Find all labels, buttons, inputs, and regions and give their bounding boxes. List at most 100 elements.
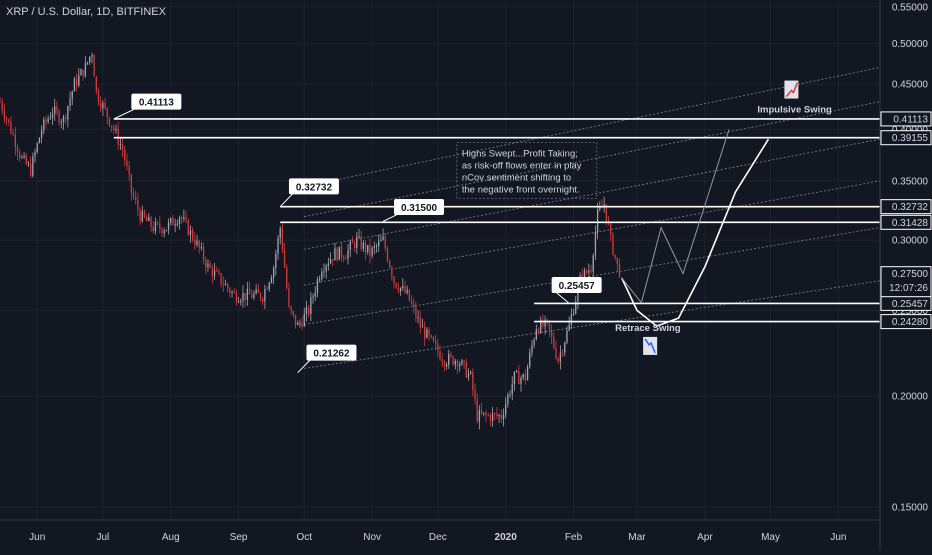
candle-body bbox=[75, 78, 78, 86]
candle-body bbox=[132, 192, 135, 197]
candle-body bbox=[67, 106, 69, 120]
candle-body bbox=[10, 121, 12, 134]
candle-body bbox=[325, 265, 327, 272]
candle-body bbox=[480, 410, 483, 414]
candle-body bbox=[121, 144, 124, 150]
x-tick-label: Dec bbox=[429, 532, 447, 543]
callout-box[interactable] bbox=[131, 93, 182, 110]
candle-body bbox=[603, 204, 605, 208]
callout-label: 0.32732 bbox=[296, 182, 333, 193]
level-price-tag[interactable] bbox=[880, 199, 932, 215]
callout-label: 0.31500 bbox=[401, 203, 438, 214]
candle-body bbox=[388, 260, 391, 268]
candle-body bbox=[505, 404, 507, 415]
candle-body bbox=[441, 359, 443, 362]
candle-body bbox=[229, 288, 231, 293]
candle-body bbox=[205, 259, 207, 268]
candle-body bbox=[202, 247, 205, 260]
candle-body bbox=[110, 125, 113, 128]
channel-line bbox=[304, 138, 881, 250]
candle-body bbox=[406, 289, 408, 293]
candle-body bbox=[73, 78, 76, 92]
candle-body bbox=[321, 272, 323, 280]
candle-body bbox=[95, 76, 97, 92]
candle-body bbox=[286, 267, 288, 288]
level-price-tag[interactable] bbox=[880, 130, 932, 146]
candle-body bbox=[364, 242, 367, 253]
candle-body bbox=[196, 240, 198, 245]
callout-box[interactable] bbox=[306, 344, 357, 361]
candle-body bbox=[292, 311, 294, 315]
candle-body bbox=[128, 166, 130, 175]
candle-body bbox=[526, 366, 529, 381]
callout-box[interactable] bbox=[551, 277, 602, 294]
candle-body bbox=[183, 217, 185, 219]
candle-body bbox=[399, 287, 402, 292]
candle-body bbox=[126, 160, 128, 167]
level-price-tag[interactable] bbox=[880, 314, 932, 330]
callout-box[interactable] bbox=[394, 199, 445, 216]
candle-body bbox=[323, 271, 325, 273]
y-tick-label: 0.45000 bbox=[892, 80, 929, 91]
candle-body bbox=[373, 246, 375, 248]
candle-body bbox=[253, 293, 255, 298]
retrace-swing-label: Retrace Swing bbox=[615, 323, 681, 334]
candle-body bbox=[524, 374, 527, 381]
candle-body bbox=[270, 277, 273, 283]
candle-body bbox=[305, 307, 308, 314]
candle-body bbox=[443, 361, 446, 367]
candle-body bbox=[599, 207, 601, 210]
candle-body bbox=[408, 289, 411, 301]
candle-body bbox=[38, 137, 41, 144]
candle-body bbox=[614, 254, 616, 258]
candle-body bbox=[176, 223, 178, 225]
candle-body bbox=[559, 352, 562, 362]
callout-box[interactable] bbox=[288, 178, 339, 195]
candle-body bbox=[8, 119, 10, 122]
candle-body bbox=[194, 239, 196, 245]
chart-title: XRP / U.S. Dollar, 1D, BITFINEX bbox=[6, 6, 166, 18]
x-tick-label: Jun bbox=[29, 532, 45, 543]
candle-body bbox=[235, 293, 238, 303]
candle-body bbox=[577, 286, 579, 302]
candle-body bbox=[448, 354, 450, 365]
impulsive-swing-label: Impulsive Swing bbox=[757, 105, 832, 116]
candle-body bbox=[148, 217, 150, 222]
candle-body bbox=[222, 284, 224, 286]
candle-body bbox=[135, 196, 137, 201]
candle-body bbox=[594, 232, 597, 256]
level-price-tag[interactable] bbox=[880, 111, 932, 127]
x-tick-label: Sep bbox=[230, 532, 248, 543]
candle-body bbox=[277, 237, 279, 254]
candle-body bbox=[588, 270, 590, 273]
candle-body bbox=[200, 247, 203, 249]
candle-body bbox=[108, 117, 111, 126]
candle-body bbox=[535, 329, 537, 340]
candle-body bbox=[583, 270, 586, 284]
candle-body bbox=[146, 217, 148, 222]
retrace-swing-arrow bbox=[644, 338, 656, 354]
candle-body bbox=[439, 351, 441, 360]
candle-body bbox=[281, 228, 284, 250]
callout-leader bbox=[382, 213, 399, 222]
candle-body bbox=[498, 415, 500, 417]
candle-body bbox=[518, 371, 520, 385]
candle-body bbox=[432, 336, 435, 342]
level-price-tag[interactable] bbox=[880, 214, 932, 230]
level-price-label: 0.24280 bbox=[892, 317, 929, 328]
x-tick-label: 2020 bbox=[495, 532, 518, 543]
candle-body bbox=[343, 256, 345, 259]
candle-body bbox=[395, 282, 397, 288]
candle-body bbox=[329, 259, 332, 264]
candle-body bbox=[456, 360, 459, 367]
channel-line bbox=[304, 227, 881, 325]
candle-body bbox=[19, 152, 21, 158]
candle-body bbox=[430, 335, 432, 337]
candle-body bbox=[54, 106, 56, 114]
candle-body bbox=[220, 273, 222, 285]
x-tick-label: Nov bbox=[363, 532, 381, 543]
candle-body bbox=[424, 326, 426, 339]
candle-body bbox=[299, 322, 301, 324]
